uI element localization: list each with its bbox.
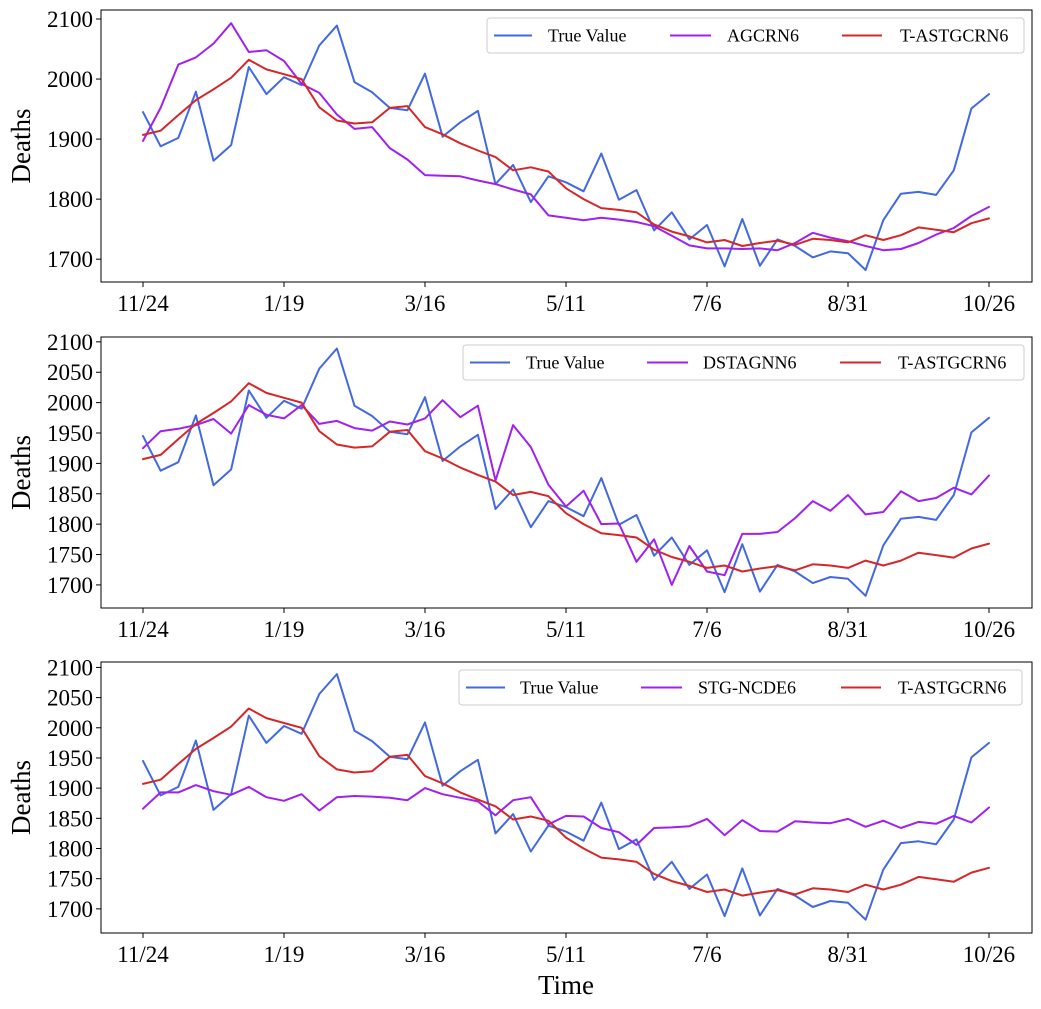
legend-label: DSTAGNN6	[703, 353, 797, 373]
x-tick-label: 11/24	[117, 617, 169, 642]
legend-label: STG-NCDE6	[698, 678, 796, 698]
x-tick-label: 11/24	[117, 942, 169, 967]
x-tick-label: 5/11	[546, 291, 586, 316]
x-tick-label: 7/6	[692, 942, 721, 967]
y-tick-label: 1900	[47, 451, 93, 476]
x-tick-label: 10/26	[963, 942, 1015, 967]
y-tick-label: 1800	[47, 187, 93, 212]
y-tick-label: 2000	[47, 716, 93, 741]
series-line-true-value	[142, 347, 990, 597]
series-line-agcrn6	[142, 22, 990, 252]
y-tick-label: 1700	[47, 573, 93, 598]
legend-label: T-ASTGCRN6	[898, 353, 1006, 373]
y-axis-label: Deaths	[6, 109, 36, 184]
y-tick-label: 1850	[47, 806, 93, 831]
x-tick-label: 3/16	[405, 291, 446, 316]
y-tick-label: 1950	[47, 746, 93, 771]
chart-panel-3: 1700 1750 1800 1850 1900 1950 2000 2050 2100 11/2…	[6, 655, 1033, 967]
y-axis-label: Deaths	[6, 760, 36, 835]
y-tick-label: 1850	[47, 482, 93, 507]
y-tick-label: 1900	[47, 127, 93, 152]
legend-label: AGCRN6	[727, 26, 799, 46]
y-tick-label: 2050	[47, 360, 93, 385]
series-line-true-value	[142, 24, 990, 271]
y-tick-label: 2000	[47, 391, 93, 416]
series-line-stg-ncde6	[142, 784, 990, 846]
legend-label: True Value	[548, 26, 627, 46]
x-axis-label: Time	[538, 970, 594, 1000]
x-tick-label: 8/31	[828, 942, 869, 967]
y-tick-label: 1750	[47, 543, 93, 568]
chart-panel-2: 1700 1750 1800 1850 1900 1950 2000 2050 2100 11/2…	[6, 330, 1033, 642]
x-tick-label: 11/24	[117, 291, 169, 316]
y-tick-label: 2000	[47, 67, 93, 92]
series-line-true-value	[142, 673, 990, 921]
y-tick-label: 1950	[47, 421, 93, 446]
legend-box	[458, 669, 1023, 706]
y-tick-label: 2100	[47, 7, 93, 32]
legend-box	[462, 344, 1025, 381]
y-axis-label: Deaths	[6, 435, 36, 510]
x-tick-label: 8/31	[828, 617, 869, 642]
x-tick-label: 7/6	[692, 291, 721, 316]
x-tick-label: 1/19	[264, 291, 305, 316]
x-tick-label: 1/19	[264, 617, 305, 642]
x-tick-label: 5/11	[546, 942, 586, 967]
series-line-t-astgcrn6	[142, 707, 990, 897]
legend-label: True Value	[520, 678, 599, 698]
legend-box	[486, 17, 1025, 54]
legend-label: True Value	[526, 353, 605, 373]
x-tick-label: 5/11	[546, 617, 586, 642]
x-tick-label: 3/16	[405, 942, 446, 967]
y-tick-label: 1700	[47, 247, 93, 272]
x-tick-label: 10/26	[963, 291, 1015, 316]
legend-label: T-ASTGCRN6	[900, 26, 1008, 46]
x-tick-label: 7/6	[692, 617, 721, 642]
series-line-t-astgcrn6	[142, 58, 990, 247]
x-tick-label: 10/26	[963, 617, 1015, 642]
y-tick-label: 1800	[47, 837, 93, 862]
series-line-t-astgcrn6	[142, 382, 990, 573]
chart-panel-1: 1700 1800 1900 2000 2100 11/24 1/19 3/16 5/11 7/6…	[6, 7, 1033, 316]
y-tick-label: 2100	[47, 330, 93, 355]
legend-label: T-ASTGCRN6	[898, 678, 1006, 698]
y-tick-label: 1800	[47, 512, 93, 537]
y-tick-label: 1700	[47, 897, 93, 922]
series-line-dstagnn6	[142, 399, 990, 586]
y-tick-label: 2100	[47, 655, 93, 680]
x-tick-label: 1/19	[264, 942, 305, 967]
y-tick-label: 1900	[47, 776, 93, 801]
y-tick-label: 2050	[47, 686, 93, 711]
y-tick-label: 1750	[47, 867, 93, 892]
x-tick-label: 3/16	[405, 617, 446, 642]
x-tick-label: 8/31	[828, 291, 869, 316]
